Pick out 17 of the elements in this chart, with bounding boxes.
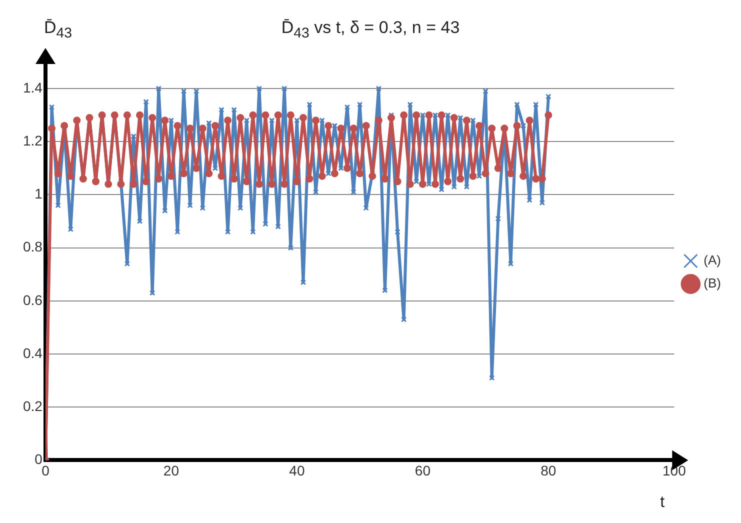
y-tick-label: 0.8 — [22, 238, 43, 255]
x-tick-label: 60 — [414, 462, 431, 478]
y-tick-label: 0 — [34, 451, 43, 468]
x-tick-label: 80 — [540, 462, 556, 478]
x-axis-title: t — [660, 494, 665, 512]
legend-label: (B) — [704, 276, 722, 291]
y-tick-label: 1.2 — [22, 132, 43, 148]
y-tick-label: 0.6 — [22, 292, 43, 308]
x-tick-label: 40 — [289, 462, 305, 478]
x-tick-label: 20 — [163, 462, 180, 478]
y-axis-title: D̄$_{43}$ — [44, 18, 72, 42]
y-tick-label: 1.4 — [22, 79, 43, 96]
y-tick-label: 0.4 — [22, 344, 43, 361]
y-tick-label: 1 — [34, 186, 43, 202]
legend-label: (A) — [704, 252, 722, 268]
chart-title: D̄$_{43}$ vs t, δ = 0.3, n = 43 — [281, 18, 460, 42]
y-tick-label: 0.2 — [22, 398, 43, 414]
